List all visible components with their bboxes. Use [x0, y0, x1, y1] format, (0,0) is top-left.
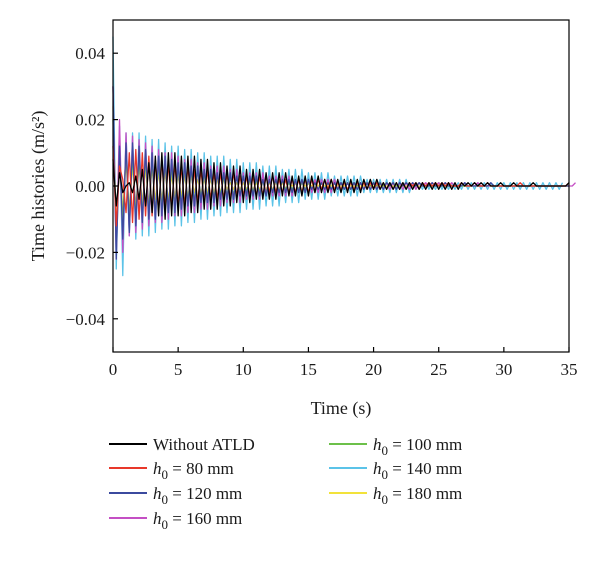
x-tick-label: 0	[109, 360, 118, 379]
x-tick-label: 20	[365, 360, 382, 379]
y-tick-label: 0.04	[75, 44, 105, 63]
legend-label: h0 = 160 mm	[153, 509, 242, 532]
x-axis-title: Time (s)	[311, 398, 372, 419]
legend-label: h0 = 100 mm	[373, 435, 462, 458]
chart: 0 5 10 15 20 25 30 35 −0.04 −0.02 0.00 0.02 0.04 Ti…	[0, 0, 600, 561]
x-tick-label: 5	[174, 360, 183, 379]
x-tick-label: 30	[495, 360, 512, 379]
x-tick-label: 35	[561, 360, 578, 379]
legend-label: h0 = 80 mm	[153, 459, 234, 482]
y-tick-label: −0.02	[66, 243, 105, 262]
y-axis-ticks: −0.04 −0.02 0.00 0.02 0.04	[66, 44, 118, 329]
y-tick-label: 0.02	[75, 111, 105, 130]
series-line-5	[113, 37, 562, 276]
x-tick-label: 15	[300, 360, 317, 379]
y-tick-label: −0.04	[66, 310, 106, 329]
x-tick-label: 25	[430, 360, 447, 379]
legend-label: h0 = 120 mm	[153, 484, 242, 507]
y-tick-label: 0.00	[75, 177, 105, 196]
time-history-chart: 0 5 10 15 20 25 30 35 −0.04 −0.02 0.00 0.02 0.04 Ti…	[0, 0, 600, 561]
legend-label: Without ATLD	[153, 435, 255, 454]
legend-label: h0 = 140 mm	[373, 459, 462, 482]
x-tick-label: 10	[235, 360, 252, 379]
series-layer	[113, 37, 576, 276]
legend-label: h0 = 180 mm	[373, 484, 462, 507]
y-axis-title: Time histories (m/s²)	[28, 111, 49, 262]
